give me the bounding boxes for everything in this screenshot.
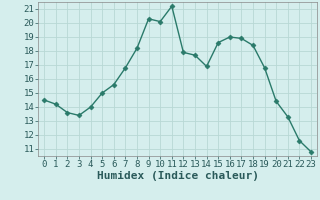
X-axis label: Humidex (Indice chaleur): Humidex (Indice chaleur)	[97, 171, 259, 181]
